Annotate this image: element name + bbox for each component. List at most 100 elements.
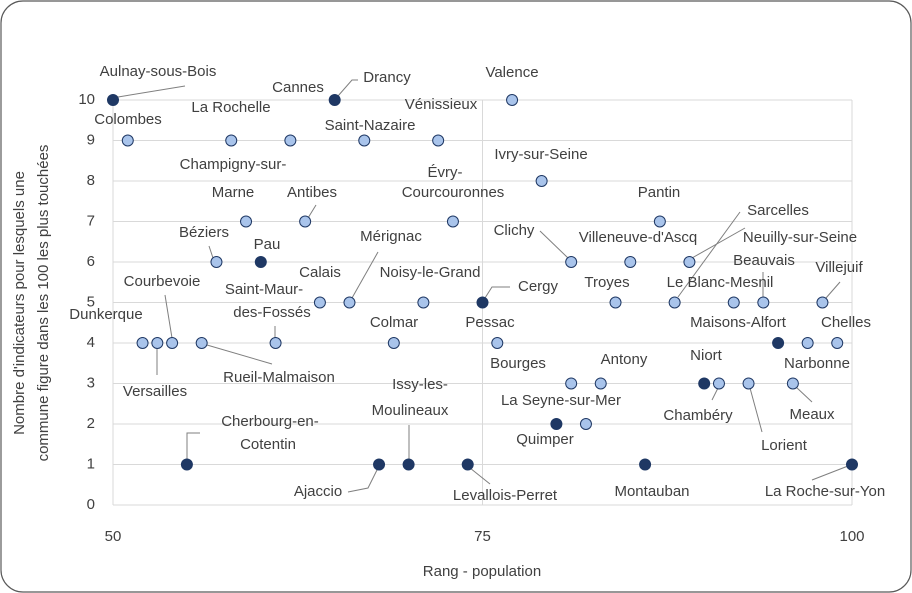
leader-line <box>749 387 763 433</box>
point-label: Ivry-sur-Seine <box>494 146 587 163</box>
point-label: Pessac <box>465 314 515 331</box>
point <box>358 134 371 147</box>
point <box>594 377 607 390</box>
point <box>668 296 681 309</box>
leader-line <box>539 230 569 259</box>
point <box>387 337 400 349</box>
leader-line <box>337 79 358 97</box>
leader-line <box>208 245 214 259</box>
point-label: Issy-les- <box>392 376 448 393</box>
y-axis-title: commune figure dans les 100 les plus tou… <box>35 145 52 462</box>
point <box>313 296 326 309</box>
point-label: Le Blanc-Mesnil <box>667 274 774 291</box>
point-label: Villeneuve-d'Ascq <box>579 229 698 246</box>
point-label: Antony <box>601 351 648 368</box>
point-label: La Rochelle <box>191 99 270 116</box>
point <box>816 296 829 309</box>
point-label: La Roche-sur-Yon <box>765 483 885 500</box>
leader-line <box>484 286 510 299</box>
point-label: Évry- <box>428 164 463 181</box>
point-label: Quimper <box>516 431 574 448</box>
x-axis-title: Rang - population <box>423 563 541 580</box>
point-label: Béziers <box>179 224 229 241</box>
point <box>225 134 238 147</box>
point <box>579 418 592 430</box>
leader-line <box>691 227 746 259</box>
point-label: Colmar <box>370 314 418 331</box>
point <box>254 256 267 268</box>
point <box>210 256 223 268</box>
point <box>417 296 430 309</box>
point-label: La Seyne-sur-Mer <box>501 392 621 409</box>
point <box>772 337 785 349</box>
y-tick-label: 7 <box>87 212 95 229</box>
leader-line <box>117 85 186 98</box>
x-tick-label: 100 <box>839 528 864 545</box>
y-tick-label: 0 <box>87 496 95 513</box>
point-label: Villejuif <box>815 259 863 276</box>
point-label: Clichy <box>494 222 535 239</box>
point <box>151 337 164 349</box>
point-label: Levallois-Perret <box>453 487 558 504</box>
point-label: Troyes <box>584 274 629 291</box>
point <box>195 337 208 349</box>
x-tick-label: 75 <box>474 528 491 545</box>
point-label: Ajaccio <box>294 483 342 500</box>
point-label: Maisons-Alfort <box>690 314 787 331</box>
point-label: Drancy <box>363 69 411 86</box>
leader-line <box>795 386 813 403</box>
point-label: Calais <box>299 264 341 281</box>
point-label: Marne <box>212 184 255 201</box>
point-label: Versailles <box>123 383 187 400</box>
point-label: Meaux <box>789 406 835 423</box>
point <box>121 134 134 147</box>
y-tick-label: 2 <box>87 415 95 432</box>
point <box>506 94 519 106</box>
y-axis-title: Nombre d'indicateurs pour lesquels une <box>11 171 28 435</box>
point <box>683 256 696 268</box>
point-label: Lorient <box>761 437 808 454</box>
points <box>107 94 858 471</box>
point-label: Pantin <box>638 184 681 201</box>
point-label: Courbevoie <box>124 273 201 290</box>
point-label: Niort <box>690 347 723 364</box>
point-label: Vénissieux <box>405 96 478 113</box>
point <box>786 377 799 390</box>
point-label: Saint-Maur- <box>225 281 303 298</box>
point <box>550 418 563 430</box>
point-label: Moulineaux <box>372 402 449 419</box>
point-label: Champigny-sur- <box>180 156 287 173</box>
point-label: Bourges <box>490 355 546 372</box>
point <box>831 337 844 349</box>
point-label: Montauban <box>614 483 689 500</box>
point <box>476 296 489 309</box>
leader-line <box>469 467 491 485</box>
point <box>757 296 770 309</box>
point <box>446 215 459 228</box>
point-label: Cherbourg-en- <box>221 413 319 430</box>
point-label: Dunkerque <box>69 306 142 323</box>
leader-line <box>186 432 200 459</box>
leader-lines <box>117 79 849 493</box>
point-label: Cergy <box>518 278 559 295</box>
point-label: Mérignac <box>360 228 422 245</box>
x-tick-label: 50 <box>105 528 122 545</box>
point <box>343 296 356 309</box>
point <box>136 337 149 349</box>
point <box>491 337 504 349</box>
point <box>461 458 474 471</box>
leader-line <box>347 467 379 493</box>
y-tick-label: 5 <box>87 293 95 310</box>
point-label: des-Fossés <box>233 304 311 321</box>
leader-line <box>164 294 173 339</box>
point <box>624 256 637 268</box>
point <box>801 337 814 349</box>
point-label: Cotentin <box>240 436 296 453</box>
point-label: Narbonne <box>784 355 850 372</box>
y-tick-label: 3 <box>87 374 95 391</box>
point-label: Courcouronnes <box>402 184 505 201</box>
point <box>328 94 341 106</box>
point <box>698 377 711 390</box>
leader-line <box>711 387 719 401</box>
